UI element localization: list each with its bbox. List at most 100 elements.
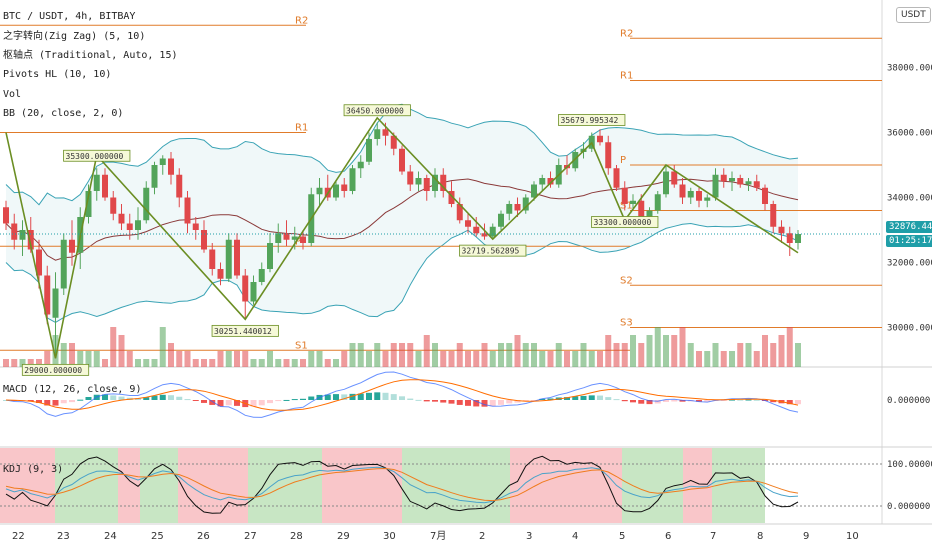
volume-bar: [27, 359, 34, 367]
legend-bollinger[interactable]: BB (20, close, 2, 0): [3, 108, 124, 119]
macd-histogram-bar: [135, 398, 141, 400]
zigzag-label: 33300.000000: [594, 218, 652, 227]
candle-body: [366, 139, 372, 162]
macd-histogram-bar: [258, 400, 265, 406]
volume-bar: [440, 351, 447, 367]
pivot-label-p: P: [620, 155, 626, 166]
zigzag-line: [5, 116, 799, 359]
volume-bar: [753, 351, 760, 367]
macd-histogram-bar: [646, 400, 653, 405]
zigzag-label-box: [21, 363, 90, 376]
time-axis-tick: 10: [846, 531, 859, 542]
volume-bar: [555, 343, 562, 367]
candle-body: [176, 174, 183, 198]
price-axis-tick: 36000.000000: [887, 129, 932, 139]
volume-bar: [448, 351, 455, 367]
legend-volume[interactable]: Vol: [3, 89, 22, 100]
volume-bar: [762, 335, 768, 367]
volume-bar: [366, 351, 372, 367]
legend-macd[interactable]: MACD (12, 26, close, 9): [3, 384, 142, 395]
legend-kdj[interactable]: KDJ (9, 3): [3, 464, 64, 475]
macd-histogram-bar: [102, 394, 108, 400]
candle-body: [110, 197, 117, 214]
candle-body: [762, 187, 768, 204]
symbol-title: BTC / USDT, 4h, BITBAY: [3, 11, 136, 22]
volume-bar: [522, 343, 529, 367]
macd-histogram-bar: [597, 395, 603, 400]
macd-histogram-bar: [539, 398, 546, 400]
legend-zigzag[interactable]: 之字转向(Zig Zag) (5, 10): [3, 31, 146, 42]
macd-histogram-bar: [176, 396, 183, 400]
candle-body: [531, 184, 537, 198]
candle-body: [93, 174, 100, 191]
candle-body: [168, 158, 174, 175]
candle-body: [547, 178, 554, 185]
candle-body: [630, 200, 636, 204]
macd-histogram-bar: [696, 400, 702, 402]
zigzag-label: 35679.995342: [561, 116, 619, 125]
macd-histogram-bar: [44, 400, 51, 406]
volume-bar: [432, 343, 438, 367]
macd-histogram-bar: [671, 400, 678, 402]
macd-histogram-bar: [333, 394, 339, 400]
macd-histogram-bar: [250, 400, 257, 407]
time-axis-tick: 8: [757, 531, 763, 542]
zigzag-label-box: [459, 244, 527, 257]
macd-line: [5, 371, 799, 418]
macd-histogram-bar: [390, 394, 397, 400]
macd-histogram-bar: [366, 392, 372, 400]
volume-bar: [291, 359, 298, 367]
candle-body: [44, 275, 51, 315]
legend-pivots-hl[interactable]: Pivots HL (10, 10): [3, 69, 112, 80]
candle-body: [621, 187, 628, 204]
volume-bar: [283, 359, 290, 367]
volume-bar: [143, 359, 150, 367]
candle-body: [539, 178, 546, 185]
volume-bar: [60, 343, 67, 367]
macd-histogram-bar: [407, 398, 414, 400]
volume-bar: [795, 343, 801, 367]
zigzag-label-box: [211, 324, 279, 337]
time-axis-tick: 7月: [430, 530, 446, 542]
candle-body: [506, 204, 513, 214]
pivot-label-r1: R1: [295, 123, 308, 134]
macd-histogram-bar: [52, 400, 59, 406]
volume-bar: [300, 359, 306, 367]
legend-pivot-points[interactable]: 枢轴点 (Traditional, Auto, 15): [3, 50, 178, 61]
macd-histogram-bar: [77, 399, 84, 401]
macd-histogram-bar: [234, 400, 240, 406]
candle-body: [456, 204, 463, 221]
time-axis-tick: 24: [104, 531, 117, 542]
volume-bar: [597, 351, 603, 367]
volume-bar: [357, 343, 364, 367]
currency-button[interactable]: USDT: [896, 7, 931, 23]
time-axis-tick: 29: [337, 531, 350, 542]
macd-histogram-bar: [547, 398, 554, 400]
candle-body: [118, 213, 125, 224]
macd-histogram-bar: [217, 400, 224, 407]
volume-bar: [275, 359, 282, 367]
macd-histogram-bar: [745, 399, 752, 401]
candle-body: [613, 168, 620, 188]
volume-bar: [11, 359, 18, 367]
candle-body: [19, 230, 26, 240]
candle-body: [341, 184, 348, 191]
volume-bar: [580, 343, 587, 367]
bollinger-fill: [6, 104, 798, 323]
volume-bar: [572, 351, 579, 367]
kdj-region: [712, 448, 765, 523]
zigzag-label-box: [591, 216, 659, 228]
volume-bar: [201, 359, 207, 367]
kdj-region: [402, 448, 510, 523]
zigzag-label-box: [63, 149, 131, 162]
volume-bar: [704, 351, 711, 367]
volume-bar: [85, 351, 92, 367]
macd-histogram-bar: [465, 400, 471, 406]
volume-bar: [687, 343, 694, 367]
macd-histogram-bar: [704, 400, 711, 402]
macd-signal-line: [5, 379, 799, 411]
macd-histogram-bar: [795, 400, 801, 405]
macd-histogram-bar: [382, 392, 389, 400]
macd-histogram-bar: [770, 400, 777, 403]
